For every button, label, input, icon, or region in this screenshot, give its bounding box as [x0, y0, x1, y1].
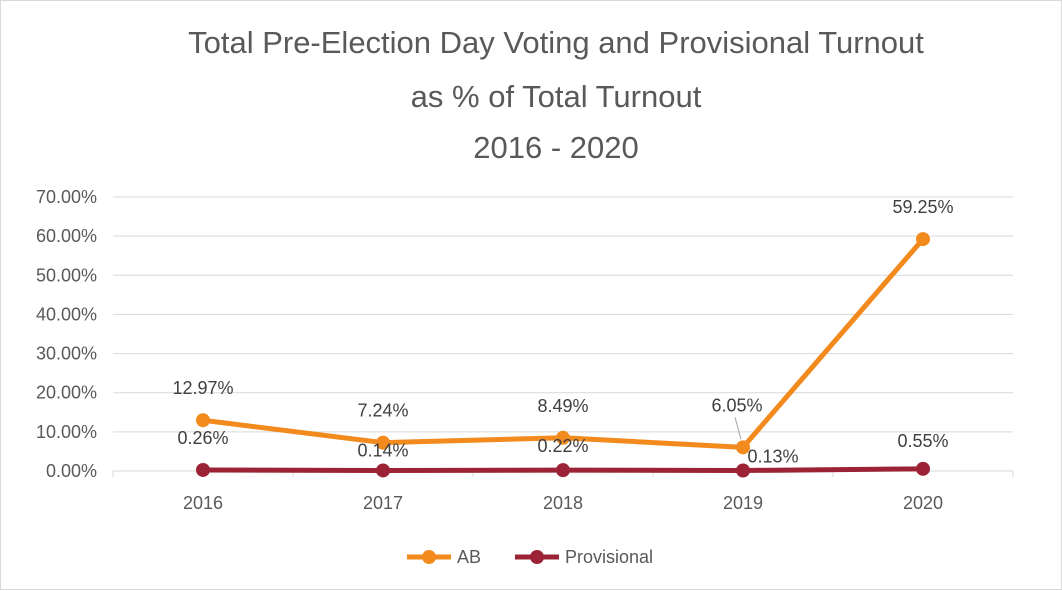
series-line [200, 236, 926, 450]
chart-title-line: 2016 - 2020 [473, 130, 638, 165]
data-label: 59.25% [892, 197, 953, 217]
data-label: 0.14% [357, 440, 408, 460]
chart-title: Total Pre-Election Day Voting and Provis… [188, 25, 924, 165]
x-tick-label: 2016 [183, 493, 223, 513]
data-point [556, 463, 570, 478]
data-labels: 12.97% 7.24% 8.49% 6.05% 59.25% 0.26% 0.14% 0.2… [172, 197, 953, 466]
data-point [736, 463, 750, 478]
y-tick-label: 30.00% [36, 344, 97, 364]
chart-title-line: Total Pre-Election Day Voting and Provis… [188, 25, 924, 60]
x-axis-ticks: 2016 2017 2018 2019 2020 [112, 471, 1014, 513]
data-point [556, 430, 570, 445]
x-tick-label: 2020 [903, 493, 943, 513]
y-tick-label: 10.00% [36, 422, 97, 442]
y-tick-label: 20.00% [36, 383, 97, 403]
series-lines [196, 232, 930, 478]
data-label: 8.49% [537, 396, 588, 416]
y-axis-ticks: 0.00% 10.00% 20.00% 30.00% 40.00% 50.00% 60.00… [36, 187, 97, 481]
x-tick-label: 2019 [723, 493, 763, 513]
legend-item: AB [407, 547, 481, 567]
data-label: 7.24% [357, 401, 408, 421]
x-tick-label: 2017 [363, 493, 403, 513]
data-label: 0.13% [747, 446, 798, 466]
y-tick-label: 60.00% [36, 226, 97, 246]
data-label: 0.22% [537, 436, 588, 456]
x-tick-label: 2018 [543, 493, 583, 513]
legend-swatch-marker [422, 550, 436, 564]
data-point [916, 461, 930, 476]
legend-item: Provisional [515, 547, 653, 567]
label-leader-line [734, 417, 742, 440]
y-tick-label: 50.00% [36, 265, 97, 285]
data-point [196, 413, 210, 428]
y-tick-label: 70.00% [36, 187, 97, 207]
data-point [916, 232, 930, 247]
data-label: 0.26% [177, 428, 228, 448]
gridlines [113, 196, 1013, 472]
data-point [196, 462, 210, 477]
legend-label: AB [457, 547, 481, 567]
legend-label: Provisional [565, 547, 653, 567]
data-label: 12.97% [172, 378, 233, 398]
data-label: 0.55% [897, 431, 948, 451]
legend-swatch-marker [530, 550, 544, 564]
data-point [376, 435, 390, 450]
data-label: 6.05% [711, 395, 762, 415]
y-tick-label: 40.00% [36, 304, 97, 324]
y-tick-label: 0.00% [46, 461, 97, 481]
chart-title-line: as % of Total Turnout [411, 79, 702, 114]
legend: AB Provisional [407, 547, 653, 567]
data-point [736, 440, 750, 455]
data-point [376, 463, 390, 478]
